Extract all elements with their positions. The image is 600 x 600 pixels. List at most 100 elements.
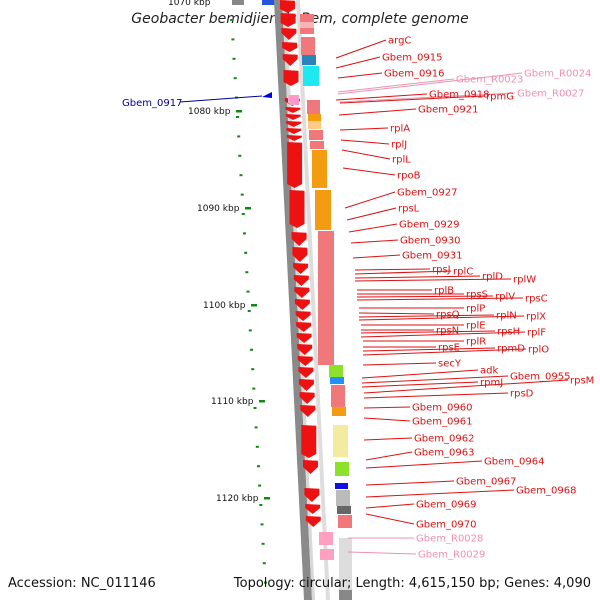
tick-label: 1120 kbp [216, 494, 259, 504]
gene-label: rplO [528, 345, 549, 356]
gene-label: rpsL [398, 204, 420, 215]
leader-line [363, 406, 411, 409]
gene-block [337, 506, 351, 514]
gene-arrow [280, 13, 296, 27]
leader-line [352, 254, 401, 259]
gene-block [302, 55, 316, 65]
gene-arrow [300, 405, 316, 417]
leader-line [339, 127, 389, 131]
gene-label: argC [388, 36, 411, 47]
leader-line [340, 139, 390, 145]
leader-line [342, 167, 396, 176]
leader-line [363, 379, 569, 394]
major-tick [264, 497, 270, 500]
gene-label: Gbem_R0027 [517, 89, 584, 100]
minor-tick [257, 465, 260, 468]
gene-block [335, 483, 348, 489]
leader-line [358, 314, 495, 318]
gene-label: Gbem_0918 [429, 90, 489, 101]
gene-arrow [291, 232, 307, 246]
minor-tick [246, 290, 250, 293]
leader-line [346, 207, 397, 221]
gene-arrow [293, 263, 309, 274]
gene-label: rplA [390, 124, 410, 135]
gene-label: Gbem_R0029 [418, 550, 485, 561]
rna-feature-R0028 [319, 532, 333, 545]
gene-label: Gbem_0970 [416, 520, 476, 531]
tick-label: 1080 kbp [188, 107, 231, 117]
gbem-0917-marker [262, 92, 272, 98]
gene-label: rplF [527, 328, 546, 339]
gene-label: rplC [453, 267, 473, 278]
gene-label: rplR [466, 337, 486, 348]
leader-line [365, 513, 415, 525]
minor-tick [237, 135, 241, 138]
major-tick [236, 110, 242, 113]
leader-line [339, 92, 516, 103]
minor-tick [252, 387, 256, 390]
gene-arrow [297, 356, 313, 366]
gene-block-ribosomal-operon [318, 231, 334, 365]
gene-label: adk [480, 366, 498, 377]
leader-line [361, 369, 479, 379]
gene-label: Gbem_0955 [510, 372, 570, 383]
leader-line [348, 223, 398, 233]
leader-line [347, 551, 417, 555]
minor-tick [244, 251, 248, 254]
gene-label: rpsN [436, 326, 459, 337]
leader-line [344, 191, 396, 209]
minor-tick [248, 329, 252, 332]
minor-tick [233, 77, 237, 80]
gene-label: Gbem_0968 [516, 486, 576, 497]
gene-block [335, 462, 349, 476]
gene-label: Gbem_R0024 [524, 69, 591, 80]
major-tick [259, 400, 265, 403]
gene-label: rplL [392, 155, 411, 166]
leader-line [354, 268, 431, 271]
gene-arrow [296, 322, 312, 332]
minor-tick [240, 193, 244, 196]
gene-label: rplD [482, 272, 503, 283]
leader-line [361, 375, 509, 384]
leader-line [354, 275, 481, 279]
gene-arrow [289, 190, 305, 228]
minor-tick [230, 19, 234, 21]
gene-label: rpsS [466, 290, 488, 301]
gene-label: Gbem_0921 [418, 105, 478, 116]
minor-tick [231, 38, 235, 41]
gene-arrow [301, 425, 317, 458]
gene-arrow [287, 142, 303, 188]
gene-label: rpsQ [436, 310, 460, 321]
gene-block [300, 22, 314, 28]
leader-line [335, 93, 428, 101]
leader-line [362, 362, 437, 366]
gene-label: rpsM [570, 376, 594, 387]
minor-tick [241, 213, 245, 215]
leader-line [335, 39, 387, 59]
gene-arrow [283, 70, 299, 86]
accession-text: Accession: NC_011146 [8, 576, 156, 591]
gene-label: Gbem_0915 [382, 53, 442, 64]
gene-arrow [298, 367, 314, 378]
gene-arrow [294, 287, 310, 298]
top-partial-gene [262, 0, 276, 5]
minor-tick [264, 581, 267, 584]
minor-tick [232, 57, 236, 60]
gene-block [339, 538, 352, 590]
gene-label: rpsH [497, 327, 520, 338]
gene-arrow [303, 460, 318, 474]
gene-label: rplN [496, 311, 517, 322]
gene-arrow [286, 121, 302, 127]
tick-label: 1110 kbp [211, 397, 254, 407]
minor-tick [258, 484, 262, 487]
gene-label: Gbem_0969 [416, 500, 476, 511]
gene-arrow [282, 54, 298, 66]
gene-label: rpmD [497, 344, 525, 355]
leader-line [365, 460, 483, 469]
gene-arrow [305, 504, 321, 514]
gene-block [308, 121, 321, 129]
gene-block [309, 130, 323, 140]
gene-block [332, 407, 346, 416]
leader-line [179, 95, 263, 103]
leader-line [339, 95, 485, 104]
